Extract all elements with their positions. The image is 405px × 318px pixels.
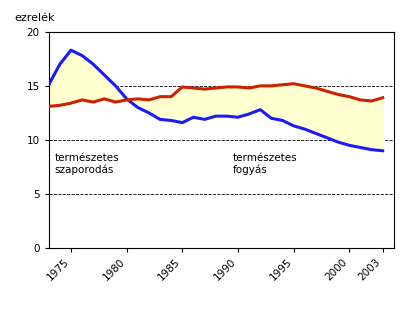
Halálozás xyxy=(68,101,73,105)
Élveszületés xyxy=(246,112,251,116)
Élveszületés xyxy=(302,127,307,131)
Élveszületés xyxy=(124,97,129,101)
Halálozás xyxy=(190,86,195,90)
Halálozás xyxy=(135,97,140,101)
Élveszületés xyxy=(79,54,84,58)
Text: ezrelék: ezrelék xyxy=(14,13,55,23)
Élveszületés xyxy=(324,136,328,140)
Halálozás xyxy=(379,96,384,100)
Line: Élveszületés: Élveszületés xyxy=(49,50,382,151)
Élveszületés xyxy=(146,111,151,115)
Halálozás xyxy=(302,84,307,88)
Élveszületés xyxy=(113,84,118,88)
Halálozás xyxy=(124,98,129,102)
Halálozás xyxy=(279,83,284,87)
Halálozás xyxy=(257,84,262,88)
Élveszületés xyxy=(290,124,295,128)
Élveszületés xyxy=(157,117,162,121)
Halálozás xyxy=(335,93,340,96)
Halálozás xyxy=(368,99,373,103)
Élveszületés xyxy=(357,146,362,149)
Line: Halálozás: Halálozás xyxy=(49,84,382,107)
Halálozás xyxy=(157,95,162,99)
Halálozás xyxy=(268,84,273,88)
Text: természetes
szaporodás: természetes szaporodás xyxy=(54,153,119,175)
Élveszületés xyxy=(346,143,351,147)
Halálozás xyxy=(202,87,207,91)
Halálozás xyxy=(246,86,251,90)
Élveszületés xyxy=(213,114,217,118)
Halálozás xyxy=(102,97,107,101)
Halálozás xyxy=(357,98,362,102)
Halálozás xyxy=(168,95,173,99)
Élveszületés xyxy=(235,115,240,119)
Élveszületés xyxy=(46,83,51,87)
Élveszületés xyxy=(190,115,195,119)
Élveszületés xyxy=(257,108,262,112)
Halálozás xyxy=(224,85,229,89)
Élveszületés xyxy=(168,119,173,122)
Élveszületés xyxy=(379,149,384,153)
Élveszületés xyxy=(268,116,273,120)
Halálozás xyxy=(91,100,96,104)
Halálozás xyxy=(213,86,217,90)
Élveszületés xyxy=(368,148,373,152)
Élveszületés xyxy=(202,117,207,121)
Halálozás xyxy=(346,95,351,99)
Halálozás xyxy=(79,98,84,102)
Élveszületés xyxy=(224,114,229,118)
Élveszületés xyxy=(135,106,140,109)
Halálozás xyxy=(179,85,184,89)
Halálozás xyxy=(57,103,62,107)
Élveszületés xyxy=(57,62,62,66)
Élveszületés xyxy=(279,119,284,122)
Halálozás xyxy=(324,89,328,93)
Élveszületés xyxy=(335,140,340,144)
Halálozás xyxy=(46,105,51,108)
Élveszületés xyxy=(68,48,73,52)
Halálozás xyxy=(313,86,318,90)
Élveszületés xyxy=(91,62,96,66)
Text: természetes
fogyás: természetes fogyás xyxy=(232,153,296,175)
Élveszületés xyxy=(179,121,184,125)
Halálozás xyxy=(113,100,118,104)
Élveszületés xyxy=(313,132,318,135)
Élveszületés xyxy=(102,73,107,77)
Halálozás xyxy=(235,85,240,89)
Halálozás xyxy=(146,98,151,102)
Halálozás xyxy=(290,82,295,86)
